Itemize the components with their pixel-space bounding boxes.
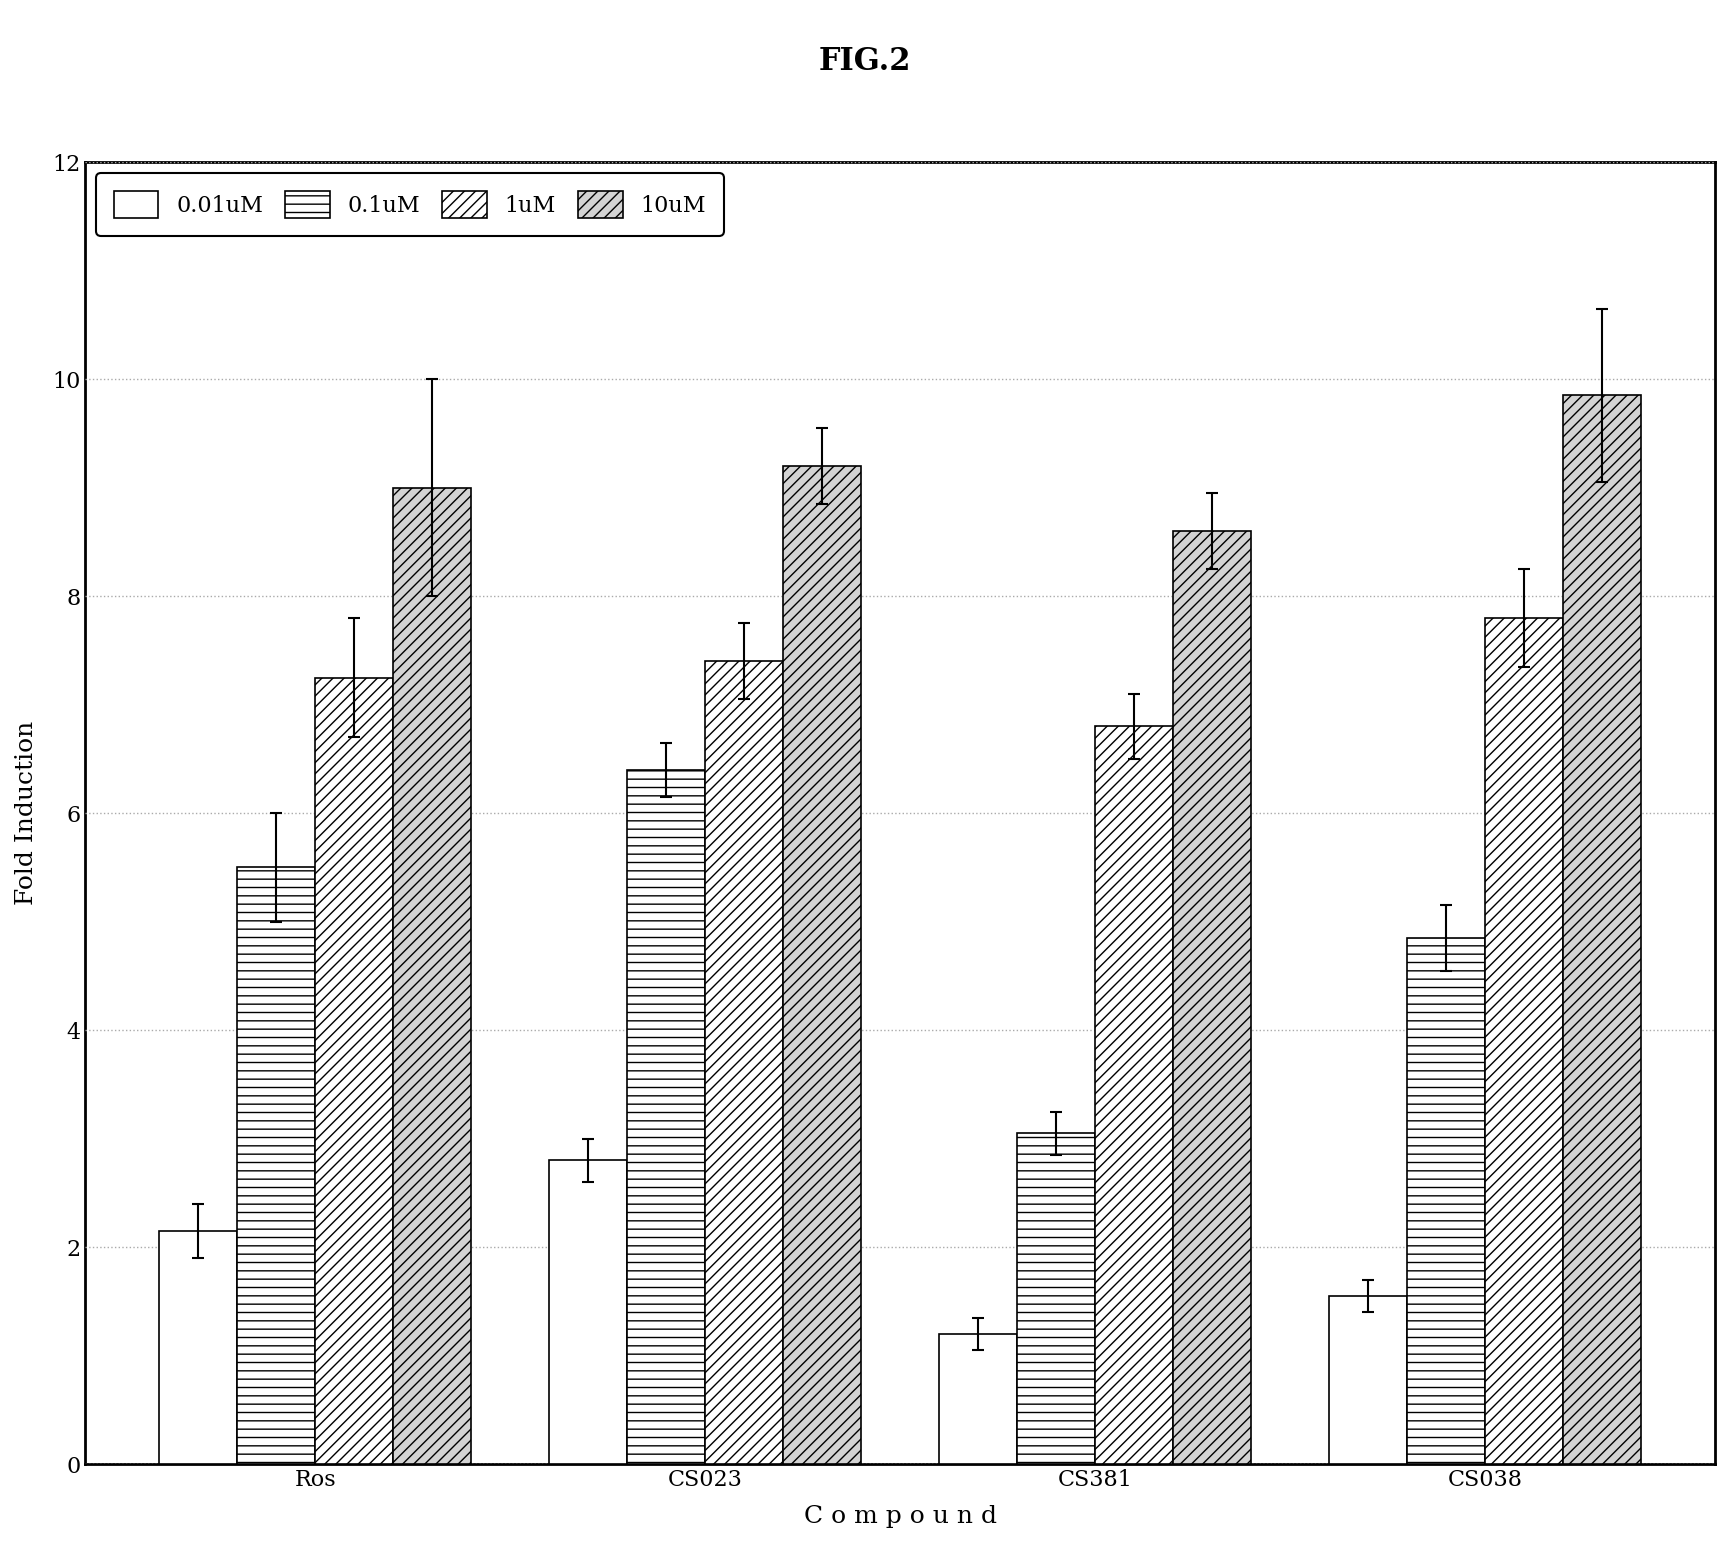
Legend: 0.01uM, 0.1uM, 1uM, 10uM: 0.01uM, 0.1uM, 1uM, 10uM: [97, 173, 723, 236]
Y-axis label: Fold Induction: Fold Induction: [16, 721, 38, 906]
Bar: [1329, 1296, 1406, 1464]
Bar: [1484, 617, 1562, 1464]
Bar: [706, 662, 784, 1464]
Bar: [393, 488, 471, 1464]
Bar: [237, 867, 315, 1464]
Bar: [626, 770, 706, 1464]
Bar: [1562, 395, 1642, 1464]
Bar: [1173, 531, 1251, 1464]
Bar: [939, 1335, 1017, 1464]
Bar: [1017, 1133, 1095, 1464]
Bar: [1406, 938, 1484, 1464]
Bar: [159, 1231, 237, 1464]
Bar: [784, 466, 862, 1464]
Text: FIG.2: FIG.2: [818, 46, 912, 77]
X-axis label: C o m p o u n d: C o m p o u n d: [803, 1504, 996, 1528]
Bar: [315, 677, 393, 1464]
Bar: [1095, 727, 1173, 1464]
Bar: [548, 1160, 626, 1464]
